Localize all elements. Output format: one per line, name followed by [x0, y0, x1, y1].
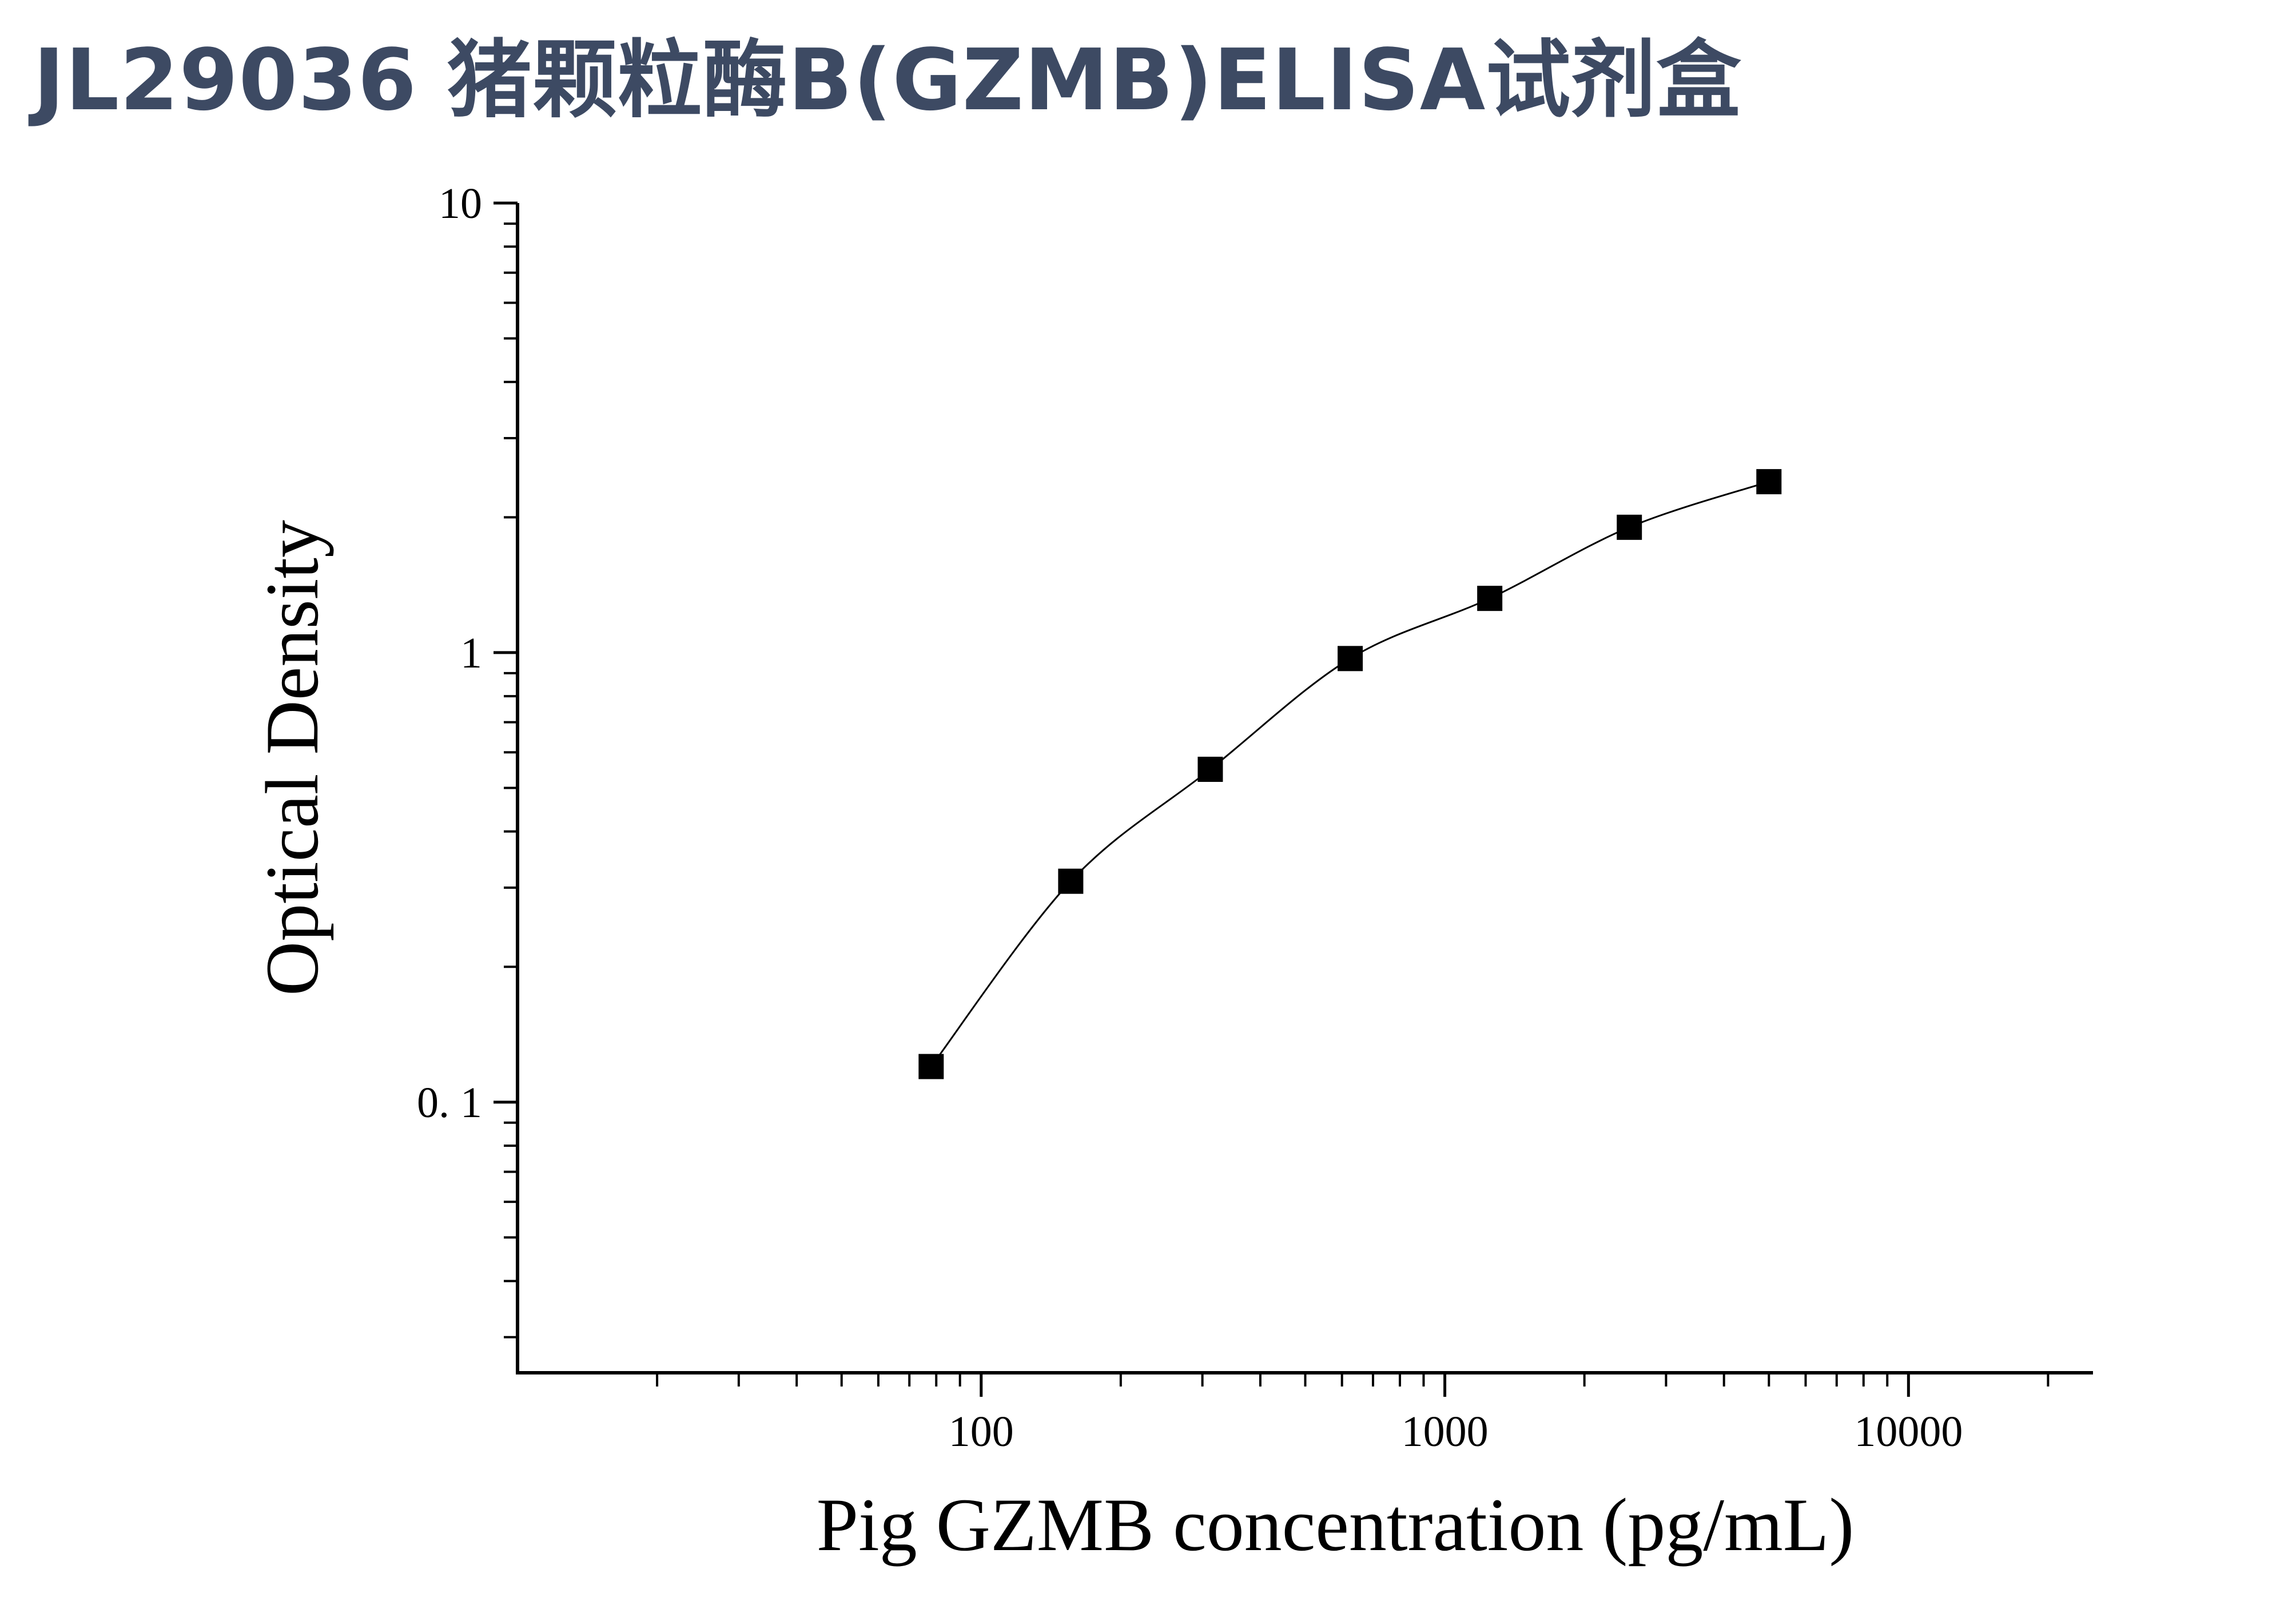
x-tick-label: 10000 — [1854, 1408, 1963, 1456]
y-tick-label: 1 — [460, 629, 482, 677]
x-tick-label: 100 — [949, 1408, 1014, 1456]
fit-curve — [930, 480, 1769, 1067]
chart-axes — [516, 203, 2093, 1374]
x-axis-title: Pig GZMB concentration (pg/mL) — [817, 1483, 1855, 1567]
data-point — [1197, 756, 1223, 782]
page-title: JL29036 猪颗粒酶B(GZMB)ELISA试剂盒 — [33, 31, 1742, 129]
data-point — [1058, 868, 1084, 894]
data-point — [1617, 514, 1642, 540]
chart-ticks — [494, 201, 2050, 1397]
chart-tick-labels: 100 1000 10000 0. 1 1 10 — [417, 180, 1963, 1456]
data-point — [918, 1054, 944, 1079]
chart-points — [918, 469, 1782, 1079]
data-point — [1477, 586, 1503, 611]
y-axis-title: Optical Density — [250, 520, 334, 996]
y-tick-label: 10 — [439, 180, 482, 228]
x-tick-label: 1000 — [1402, 1408, 1489, 1456]
chart-fit-curve-layer — [930, 480, 1769, 1067]
data-point — [1756, 469, 1782, 495]
data-point — [1338, 646, 1363, 672]
y-tick-label: 0. 1 — [417, 1079, 482, 1127]
